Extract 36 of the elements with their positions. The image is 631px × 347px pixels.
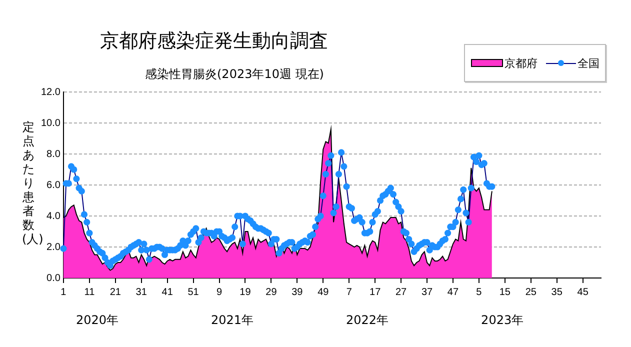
y-tick-label: 2.0 [46, 242, 61, 253]
x-tick-label: 39 [292, 286, 304, 298]
x-tick-label: 1 [60, 286, 67, 298]
x-tick-label: 9 [216, 286, 222, 298]
x-tick-label: 49 [318, 286, 330, 298]
text: 2021年 [210, 313, 254, 327]
x-tick-label: 35 [551, 286, 563, 298]
y-tick-label: 4.0 [46, 210, 61, 222]
x-tick-label: 51 [188, 286, 200, 298]
y-tick-label: 10.0 [40, 118, 61, 129]
y-tick-label: 6.0 [46, 180, 61, 191]
x-tick-label: 27 [395, 286, 408, 298]
y-tick-label: 0.0 [46, 272, 61, 284]
x-tick-label: 29 [266, 286, 278, 298]
y-tick-label: 12.0 [40, 86, 61, 98]
x-tick-label: 11 [84, 286, 96, 298]
text: 2020年 [76, 313, 118, 327]
x-tick-label: 25 [525, 286, 537, 298]
x-tick-label: 31 [136, 286, 148, 298]
chart-title: 京都府感染症発生動向調査 [100, 29, 328, 54]
x-tick-label: 7 [346, 286, 352, 298]
x-tick-label: 47 [447, 286, 459, 298]
x-tick-label: 41 [162, 286, 174, 298]
x-tick-label: 17 [370, 286, 382, 298]
legend-label: 京都府 [504, 56, 538, 70]
text: 2023年 [481, 313, 524, 327]
x-tick-label: 37 [421, 286, 434, 298]
legend-label: 全国 [578, 56, 600, 70]
x-tick-label: 19 [240, 286, 252, 298]
x-tick-label: 15 [499, 286, 511, 298]
x-tick-label: 21 [110, 286, 122, 298]
text: 2022年 [346, 313, 389, 327]
x-tick-label: 5 [476, 286, 482, 298]
x-tick-label: 45 [577, 286, 589, 298]
y-tick-label: 8.0 [46, 148, 61, 160]
chart-subtitle: 感染性胃腸炎(2023年10週 現在) [145, 66, 324, 83]
